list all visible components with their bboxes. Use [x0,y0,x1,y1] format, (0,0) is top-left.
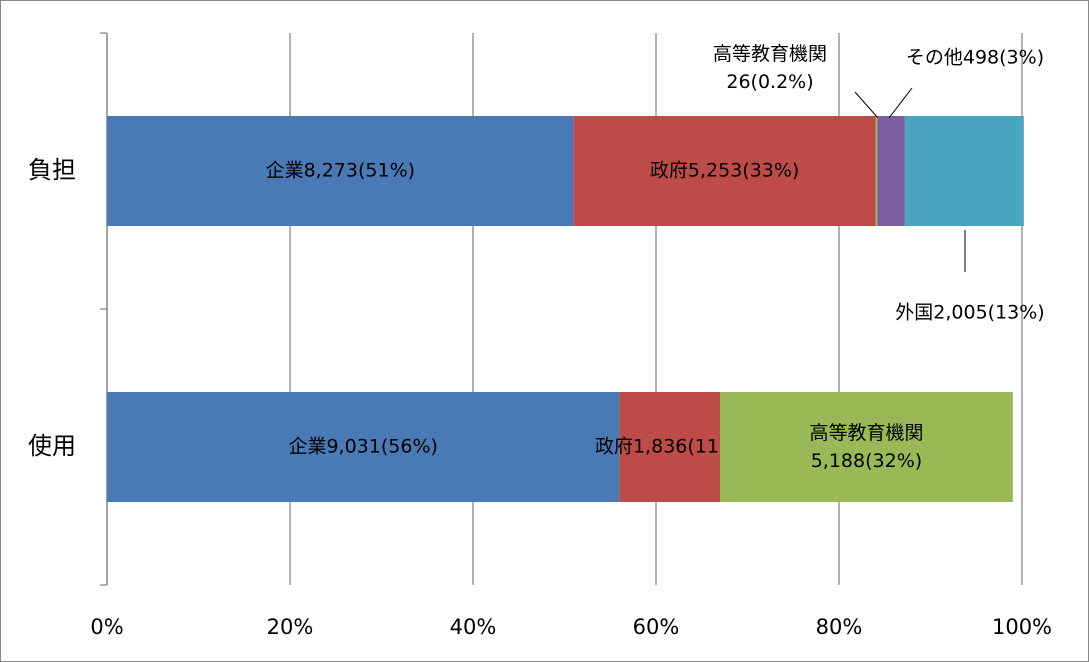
data-label: 企業8,273(51%) [266,160,415,182]
bar-segment [877,116,905,226]
data-label: 政府1,836(11%) [595,436,744,458]
bar-segment [904,116,1024,226]
x-tick-label: 0% [90,615,123,639]
bar-segment [573,116,876,226]
x-tick-label: 40% [450,615,497,639]
leader-line [854,91,879,119]
x-tick-label: 80% [816,615,863,639]
data-label: 企業9,031(56%) [288,436,437,458]
data-label: 政府5,253(33%) [650,160,799,182]
bar-segment [875,116,878,226]
category-label: 負担 [28,156,76,184]
leader-line [888,87,913,119]
data-label: 外国2,005(13%) [895,302,1044,324]
bar-segment [619,392,721,502]
data-label: 高等教育機関 26(0.2%) [713,43,827,93]
x-tick-label: 100% [992,615,1052,639]
x-tick-label: 60% [633,615,680,639]
bar-segment [107,116,574,226]
x-tick-label: 20% [267,615,314,639]
category-label: 使用 [28,432,76,460]
bar-segment [720,392,1013,502]
data-label: 高等教育機関 5,188(32%) [809,422,923,472]
data-label: その他498(3%) [906,47,1044,69]
bar-segment [107,392,620,502]
